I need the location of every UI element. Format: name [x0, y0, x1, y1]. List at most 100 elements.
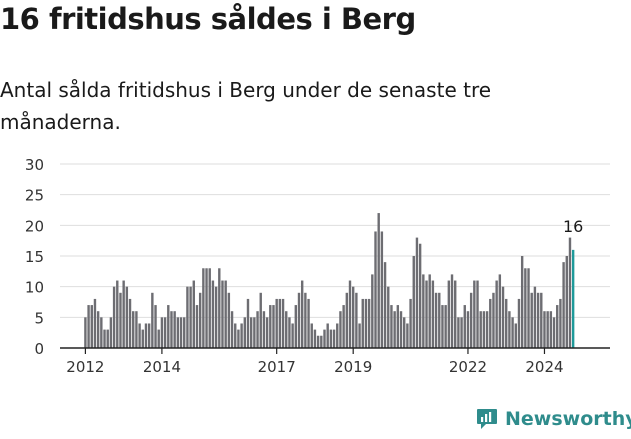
- newsworthy-logo[interactable]: Newsworthy: [476, 408, 631, 430]
- bar: [415, 237, 419, 348]
- x-tick-label: 2022: [449, 358, 487, 376]
- bar: [237, 329, 240, 348]
- bar: [533, 286, 537, 348]
- bar: [291, 323, 294, 348]
- bar: [425, 280, 428, 348]
- bar: [495, 280, 498, 348]
- bar: [485, 311, 489, 348]
- bar: [275, 298, 278, 348]
- y-tick-label: 5: [34, 309, 44, 327]
- bar: [371, 274, 374, 348]
- bar: [355, 292, 358, 348]
- bar: [246, 298, 250, 348]
- bar: [463, 305, 466, 348]
- bar: [96, 311, 100, 348]
- bar: [87, 305, 90, 348]
- bar: [243, 317, 246, 348]
- y-tick-label: 15: [25, 248, 44, 266]
- chart-subtitle: Antal sålda fritidshus i Berg under de s…: [0, 78, 492, 134]
- bar: [221, 280, 224, 348]
- bar: [122, 280, 125, 348]
- bar: [307, 298, 310, 348]
- x-tick-label: 2014: [143, 358, 181, 376]
- bar: [195, 305, 199, 348]
- highlight-bar: [571, 249, 575, 348]
- bar: [422, 274, 425, 348]
- brand-name: Newsworthy: [505, 408, 631, 430]
- bar: [106, 329, 109, 348]
- bar: [546, 311, 549, 348]
- bar: [476, 280, 479, 348]
- bar: [361, 298, 364, 348]
- bar: [144, 323, 148, 348]
- bar: [103, 329, 106, 348]
- bar: [342, 305, 345, 348]
- x-tick-label: 2019: [334, 358, 372, 376]
- bar: [441, 305, 444, 348]
- bar: [157, 329, 160, 348]
- bar: [514, 323, 517, 348]
- bar: [179, 317, 183, 348]
- bar: [517, 298, 521, 348]
- bar: [345, 292, 349, 348]
- bar: [109, 317, 113, 348]
- bar: [198, 292, 202, 348]
- bar: [132, 311, 135, 348]
- bar: [160, 317, 164, 348]
- bar: [527, 268, 530, 348]
- bar: [265, 317, 269, 348]
- bar: [332, 329, 336, 348]
- bar: [396, 305, 400, 348]
- bar: [540, 292, 543, 348]
- bar: [151, 292, 154, 348]
- bar: [240, 323, 243, 348]
- bar: [457, 317, 460, 348]
- bar: [358, 323, 361, 348]
- bar: [326, 323, 329, 348]
- y-tick-label: 30: [25, 156, 44, 174]
- bar: [568, 237, 572, 348]
- bar: [297, 292, 301, 348]
- bar: [269, 305, 272, 348]
- bar: [565, 256, 568, 348]
- bar: [336, 323, 339, 348]
- bar: [406, 323, 409, 348]
- bar: [138, 323, 141, 348]
- bar: [224, 280, 227, 348]
- bar: [460, 317, 463, 348]
- bar: [473, 280, 476, 348]
- bar: [409, 298, 412, 348]
- bar: [364, 298, 368, 348]
- bar: [489, 298, 492, 348]
- bar: [183, 317, 186, 348]
- bar: [141, 329, 144, 348]
- bar: [444, 305, 447, 348]
- bar: [383, 262, 387, 348]
- bar: [390, 305, 393, 348]
- bar: [479, 311, 482, 348]
- bar: [329, 329, 333, 348]
- bar: [100, 317, 103, 348]
- bar: [278, 298, 282, 348]
- bar: [205, 268, 208, 348]
- bar: [304, 292, 307, 348]
- bar: [176, 317, 180, 348]
- bar: [418, 243, 422, 348]
- bar: [450, 274, 454, 348]
- bar: [469, 292, 473, 348]
- bar: [230, 311, 234, 348]
- bar: [399, 311, 403, 348]
- bar: [211, 280, 215, 348]
- bar: [281, 298, 285, 348]
- bar: [428, 274, 431, 348]
- bar: [285, 311, 288, 348]
- bar: [387, 286, 390, 348]
- y-tick-label: 25: [25, 187, 44, 205]
- bar: [154, 305, 157, 348]
- bar: [434, 292, 438, 348]
- bar: [530, 292, 533, 348]
- bar: [125, 286, 129, 348]
- bar: [256, 311, 259, 348]
- bar: [556, 305, 559, 348]
- chart-title: 16 fritidshus såldes i Berg: [0, 2, 416, 36]
